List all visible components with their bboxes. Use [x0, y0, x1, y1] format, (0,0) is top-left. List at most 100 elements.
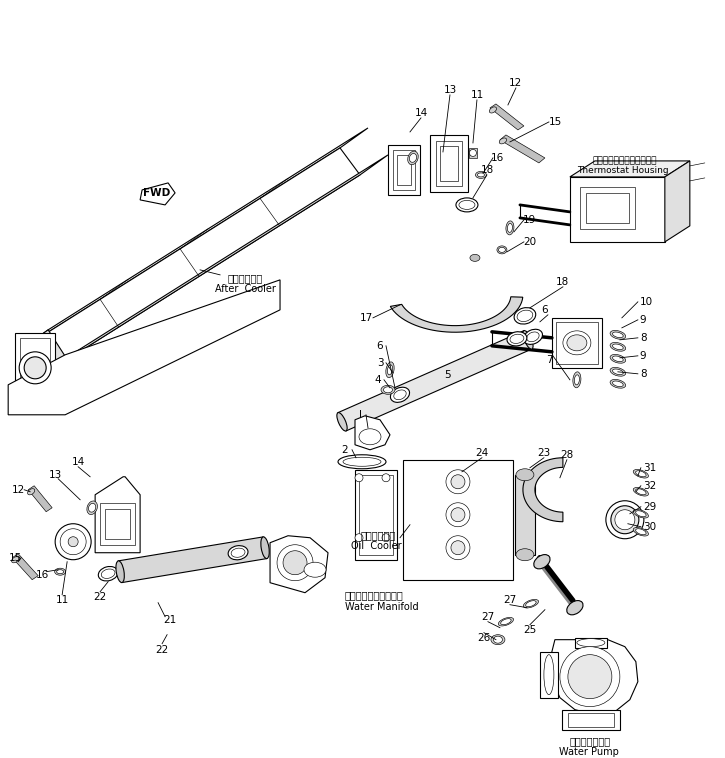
Text: 28: 28: [560, 449, 573, 460]
Ellipse shape: [563, 330, 591, 355]
Polygon shape: [140, 183, 175, 205]
Text: 14: 14: [72, 457, 85, 467]
Ellipse shape: [510, 334, 524, 343]
Ellipse shape: [573, 372, 581, 388]
Circle shape: [355, 474, 363, 482]
Ellipse shape: [338, 455, 386, 468]
Polygon shape: [118, 537, 267, 583]
Ellipse shape: [57, 570, 64, 574]
Ellipse shape: [489, 107, 497, 113]
Ellipse shape: [507, 332, 527, 346]
Text: 27: 27: [481, 612, 494, 622]
Bar: [20, 338, 50, 388]
Text: 2: 2: [341, 445, 348, 455]
Ellipse shape: [633, 509, 648, 518]
Text: 22: 22: [155, 644, 169, 655]
Bar: [556, 322, 598, 364]
Ellipse shape: [304, 562, 326, 577]
Circle shape: [60, 529, 86, 555]
Text: Water Pump: Water Pump: [559, 747, 619, 756]
Ellipse shape: [534, 555, 550, 568]
Ellipse shape: [610, 368, 626, 376]
Text: 16: 16: [36, 570, 49, 580]
Circle shape: [560, 647, 620, 706]
Polygon shape: [20, 128, 368, 350]
Circle shape: [568, 655, 612, 699]
Ellipse shape: [476, 171, 486, 178]
Polygon shape: [570, 161, 689, 177]
Circle shape: [451, 540, 465, 555]
Text: 3: 3: [377, 358, 384, 368]
Polygon shape: [403, 460, 513, 580]
Text: FWD: FWD: [144, 188, 170, 198]
Ellipse shape: [337, 412, 347, 431]
Ellipse shape: [636, 489, 646, 495]
Ellipse shape: [231, 548, 245, 557]
Polygon shape: [390, 297, 523, 332]
Text: 4: 4: [375, 374, 381, 385]
Ellipse shape: [459, 200, 475, 209]
Ellipse shape: [390, 387, 410, 402]
Ellipse shape: [359, 429, 381, 445]
Text: 18: 18: [556, 277, 570, 287]
Bar: [568, 713, 614, 727]
Ellipse shape: [610, 343, 626, 351]
Ellipse shape: [116, 561, 124, 583]
Text: 20: 20: [523, 237, 536, 247]
Ellipse shape: [261, 537, 269, 559]
Ellipse shape: [494, 636, 502, 644]
Ellipse shape: [491, 634, 505, 644]
Text: Water Manifold: Water Manifold: [345, 602, 418, 612]
Ellipse shape: [12, 556, 19, 562]
Bar: [436, 141, 462, 186]
Ellipse shape: [613, 344, 624, 349]
Ellipse shape: [456, 198, 478, 212]
Bar: [397, 155, 411, 185]
Ellipse shape: [478, 173, 484, 177]
Polygon shape: [562, 709, 620, 730]
Polygon shape: [355, 416, 390, 449]
Text: 21: 21: [163, 615, 177, 625]
Text: 12: 12: [509, 78, 523, 88]
Polygon shape: [38, 155, 388, 377]
Circle shape: [55, 524, 91, 559]
Bar: [105, 509, 130, 539]
Ellipse shape: [514, 308, 536, 324]
Circle shape: [24, 357, 46, 379]
Ellipse shape: [384, 387, 392, 393]
Ellipse shape: [87, 501, 97, 515]
Circle shape: [446, 503, 470, 527]
Bar: [440, 146, 458, 181]
Bar: [586, 193, 629, 223]
Polygon shape: [540, 652, 558, 697]
Polygon shape: [388, 145, 420, 195]
Ellipse shape: [501, 619, 511, 625]
Ellipse shape: [567, 335, 587, 351]
Circle shape: [355, 534, 363, 542]
Text: 23: 23: [537, 448, 550, 458]
Ellipse shape: [567, 600, 583, 615]
Bar: [100, 503, 135, 545]
Ellipse shape: [517, 310, 533, 321]
Polygon shape: [665, 161, 689, 242]
Text: 30: 30: [643, 522, 656, 531]
Text: 19: 19: [523, 215, 536, 225]
Text: 5: 5: [444, 370, 451, 380]
Text: Thermostat Housing: Thermostat Housing: [577, 167, 668, 175]
Ellipse shape: [610, 330, 626, 340]
Circle shape: [283, 551, 307, 575]
Text: 31: 31: [643, 463, 656, 473]
Text: 17: 17: [360, 313, 373, 323]
Polygon shape: [570, 177, 665, 242]
Ellipse shape: [497, 246, 507, 254]
Ellipse shape: [28, 489, 35, 495]
Ellipse shape: [54, 568, 66, 575]
Text: 6: 6: [542, 305, 548, 315]
Circle shape: [470, 149, 476, 156]
Text: 14: 14: [415, 108, 428, 118]
Ellipse shape: [613, 356, 624, 362]
Bar: [469, 148, 477, 158]
Text: 15: 15: [550, 117, 563, 127]
Circle shape: [382, 474, 390, 482]
Text: I: I: [358, 410, 362, 420]
